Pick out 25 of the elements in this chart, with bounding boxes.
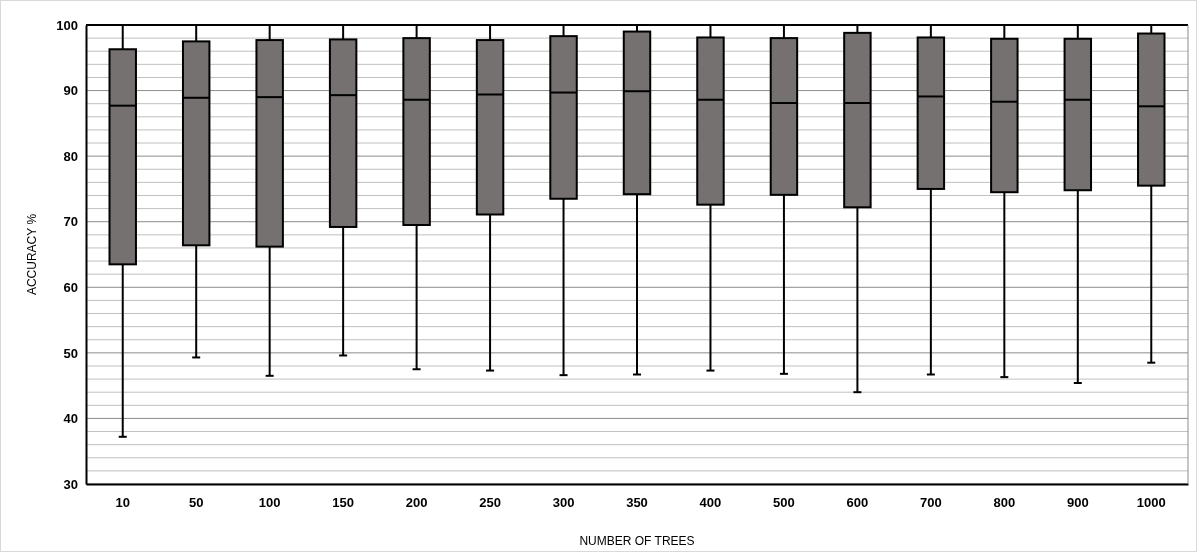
y-tick-label: 90 xyxy=(63,83,78,99)
x-axis-title: NUMBER OF TREES xyxy=(579,534,695,548)
x-tick-label: 900 xyxy=(1066,495,1089,511)
x-tick-label: 100 xyxy=(258,495,281,511)
x-tick-label: 600 xyxy=(846,495,869,511)
y-axis-title: ACCURACY % xyxy=(25,213,39,296)
x-tick-label: 50 xyxy=(188,495,204,511)
y-tick-label: 70 xyxy=(63,214,78,230)
x-tick-label: 800 xyxy=(993,495,1016,511)
y-tick-label: 80 xyxy=(63,148,78,164)
x-tick-label: 1000 xyxy=(1136,495,1166,511)
x-tick-label: 250 xyxy=(479,495,501,511)
x-tick-label: 200 xyxy=(405,495,428,511)
y-tick-label: 60 xyxy=(63,279,78,295)
y-tick-label: 50 xyxy=(63,345,78,361)
y-tick-label: 30 xyxy=(63,476,78,492)
x-tick-label: 300 xyxy=(552,495,575,511)
x-tick-label: 10 xyxy=(115,495,130,511)
x-tick-label: 700 xyxy=(920,495,942,511)
y-tick-label: 100 xyxy=(56,17,78,33)
y-tick-label: 40 xyxy=(63,411,78,427)
x-tick-label: 500 xyxy=(773,495,795,511)
x-tick-label: 150 xyxy=(332,495,354,511)
x-tick-label: 400 xyxy=(699,495,722,511)
x-tick-label: 350 xyxy=(626,495,648,511)
